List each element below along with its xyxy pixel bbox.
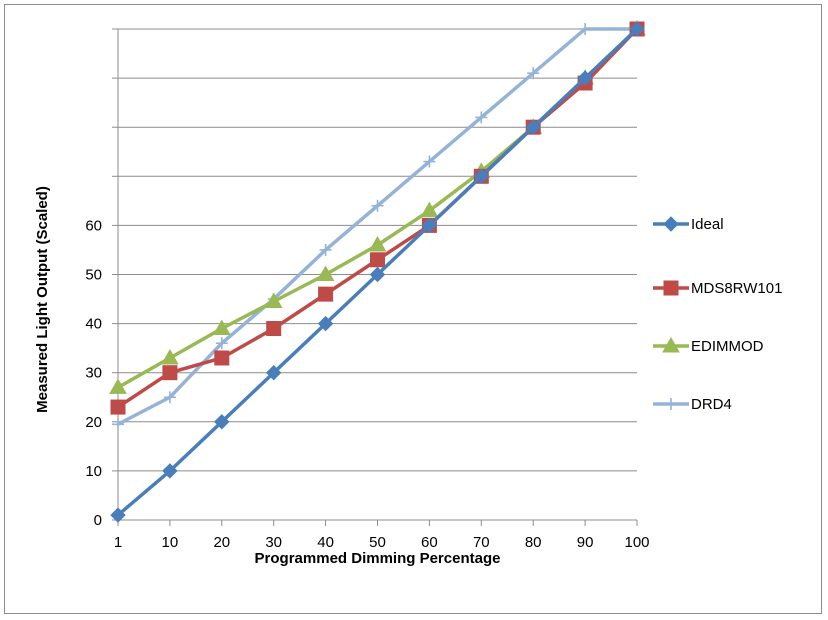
data-point bbox=[368, 236, 387, 252]
legend-marker bbox=[662, 336, 680, 353]
x-tick-label: 1 bbox=[114, 534, 122, 551]
legend: Ideal MDS8RW101 EDIMMOD DRD4 bbox=[653, 216, 782, 413]
data-point bbox=[371, 199, 384, 212]
data-point bbox=[473, 168, 490, 185]
chart-container: 0 10 20 30 40 50 60 1 10 20 30 40 50 60 70 80 90 100 Prog… bbox=[4, 4, 822, 614]
y-tick-label: 20 bbox=[85, 414, 102, 431]
data-point bbox=[525, 119, 541, 135]
x-tick-label: 50 bbox=[369, 534, 386, 551]
data-point bbox=[112, 418, 124, 431]
x-tick-label: 80 bbox=[525, 534, 542, 551]
y-tick-label: 40 bbox=[85, 316, 102, 333]
data-point bbox=[110, 399, 126, 415]
x-tick-label: 20 bbox=[213, 534, 230, 551]
x-tick-label: 70 bbox=[473, 534, 490, 551]
data-point bbox=[475, 111, 488, 124]
x-tick-label: 100 bbox=[624, 534, 649, 551]
data-point bbox=[421, 217, 438, 234]
data-point bbox=[317, 315, 334, 332]
data-point bbox=[212, 319, 231, 336]
legend-label: EDIMMOD bbox=[691, 338, 764, 355]
axes bbox=[112, 28, 638, 526]
legend-label: Ideal bbox=[691, 216, 724, 233]
x-tick-label: 60 bbox=[421, 534, 438, 551]
data-point bbox=[110, 507, 126, 523]
legend-marker bbox=[663, 216, 679, 232]
data-point bbox=[265, 364, 282, 381]
y-axis-title: Measured Light Output (Scaled) bbox=[34, 186, 51, 413]
data-point bbox=[109, 378, 127, 394]
x-tick-label: 40 bbox=[317, 534, 334, 551]
data-point bbox=[527, 67, 540, 80]
series-ideal bbox=[110, 21, 645, 523]
data-point bbox=[579, 23, 592, 35]
y-tick-label: 50 bbox=[85, 267, 102, 284]
data-point bbox=[420, 201, 439, 218]
legend-item-ideal: Ideal bbox=[653, 216, 724, 233]
data-point bbox=[161, 348, 179, 365]
y-tick-label: 30 bbox=[85, 365, 102, 382]
data-point bbox=[370, 252, 385, 268]
data-point bbox=[266, 321, 282, 337]
data-point bbox=[318, 286, 334, 302]
legend-label: DRD4 bbox=[691, 396, 732, 413]
x-tick-label: 30 bbox=[265, 534, 282, 551]
data-point bbox=[629, 21, 645, 37]
x-tick-label: 90 bbox=[577, 534, 594, 551]
data-point bbox=[369, 266, 386, 283]
data-point bbox=[162, 463, 178, 479]
legend-item-drd4: DRD4 bbox=[653, 396, 732, 413]
data-point bbox=[214, 414, 230, 430]
y-tick-label: 60 bbox=[85, 217, 102, 234]
data-point bbox=[214, 350, 230, 366]
legend-marker bbox=[663, 280, 679, 296]
series-line bbox=[117, 27, 639, 409]
data-point bbox=[215, 337, 228, 350]
y-tick-label: 10 bbox=[85, 463, 102, 480]
x-axis-title: Programmed Dimming Percentage bbox=[255, 550, 501, 567]
series-lines bbox=[109, 19, 646, 523]
series-mds8rw101 bbox=[110, 21, 645, 415]
legend-marker bbox=[665, 398, 677, 410]
data-point bbox=[423, 155, 436, 168]
legend-item-edimmod: EDIMMOD bbox=[653, 336, 764, 355]
legend-label: MDS8RW101 bbox=[691, 280, 782, 297]
data-point bbox=[264, 292, 283, 309]
series-drd4 bbox=[112, 23, 643, 431]
tick-labels: 0 10 20 30 40 50 60 1 10 20 30 40 50 60 70 80 90 100 bbox=[85, 217, 649, 551]
data-point bbox=[319, 243, 332, 256]
x-tick-label: 10 bbox=[162, 534, 179, 551]
line-chart: 0 10 20 30 40 50 60 1 10 20 30 40 50 60 70 80 90 100 Prog… bbox=[34, 19, 782, 567]
data-point bbox=[163, 391, 176, 404]
data-point bbox=[316, 265, 335, 281]
data-point bbox=[162, 365, 178, 381]
legend-item-mds8rw101: MDS8RW101 bbox=[653, 280, 782, 297]
data-point bbox=[577, 70, 593, 86]
y-tick-label: 0 bbox=[94, 512, 102, 529]
